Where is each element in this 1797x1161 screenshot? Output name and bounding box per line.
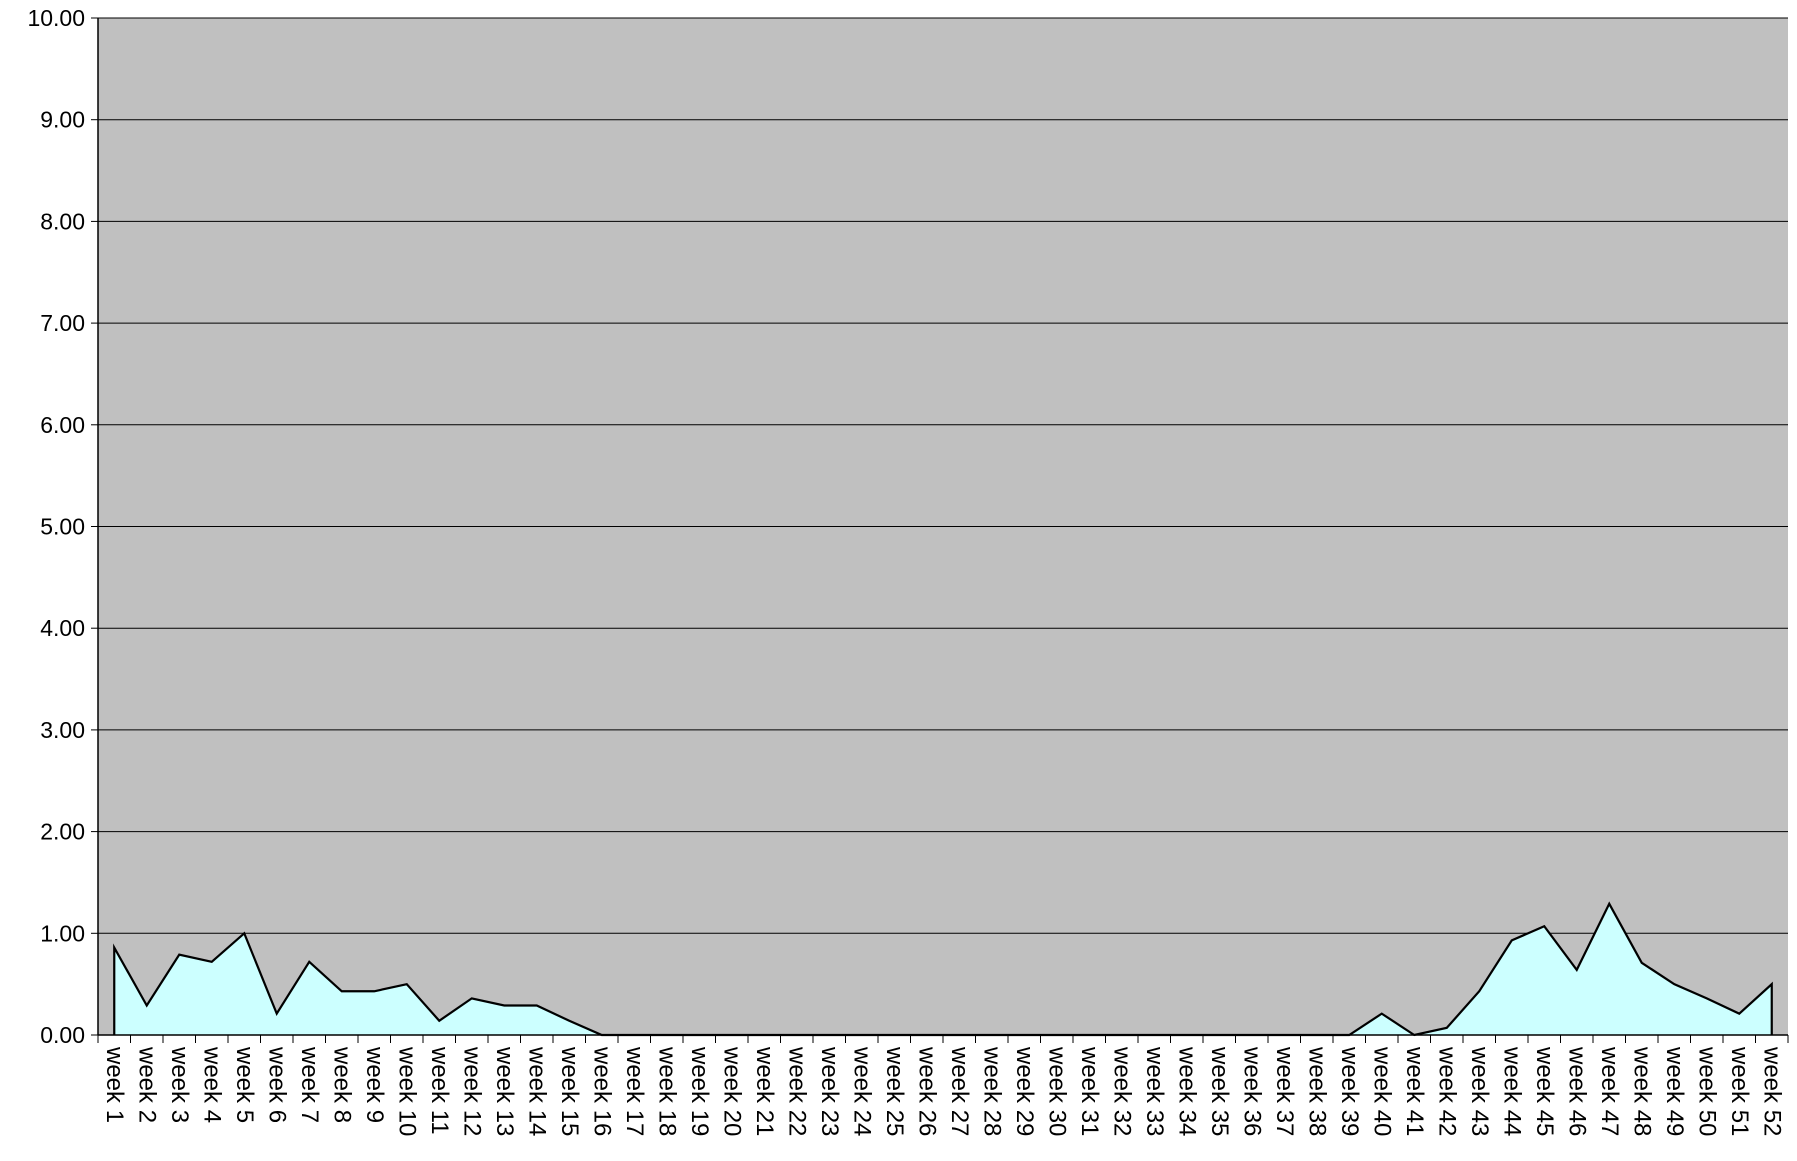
x-tick-label: week 10: [393, 1046, 420, 1136]
x-tick-label: week 32: [1108, 1046, 1135, 1136]
y-tick-label: 2.00: [40, 819, 85, 845]
x-tick-label: week 40: [1368, 1046, 1395, 1136]
y-tick-label: 6.00: [40, 412, 85, 438]
x-tick-label: week 34: [1173, 1046, 1200, 1136]
x-tick-label: week 1: [101, 1046, 128, 1123]
x-tick-label: week 17: [621, 1046, 648, 1136]
x-tick-label: week 7: [296, 1046, 323, 1123]
x-tick-label: week 29: [1011, 1046, 1038, 1136]
x-tick-label: week 48: [1628, 1046, 1655, 1136]
x-tick-label: week 5: [231, 1046, 258, 1123]
x-tick-label: week 33: [1141, 1046, 1168, 1136]
x-tick-label: week 21: [751, 1046, 778, 1136]
y-tick-label: 4.00: [40, 615, 85, 641]
x-tick-label: week 44: [1498, 1046, 1525, 1136]
gridlines: [98, 17, 1788, 934]
y-tick-label: 3.00: [40, 717, 85, 743]
x-tick-label: week 26: [913, 1046, 940, 1136]
x-tick-label: week 49: [1661, 1046, 1688, 1136]
x-tick-label: week 27: [946, 1046, 973, 1136]
x-tick-label: week 46: [1563, 1046, 1590, 1136]
y-tick-label: 10.00: [27, 5, 85, 31]
x-tick-label: week 36: [1238, 1046, 1265, 1136]
x-tick-label: week 51: [1726, 1046, 1753, 1136]
x-tick-label: week 47: [1596, 1046, 1623, 1136]
x-tick-label: week 28: [978, 1046, 1005, 1136]
y-tick-label: 0.00: [40, 1022, 85, 1048]
y-tick-label: 1.00: [40, 920, 85, 946]
y-axis-tick-labels: 0.00 1.00 2.00 3.00 4.00 5.00 6.00 7.00 8.00 9.00…: [27, 5, 98, 1048]
x-tick-label: week 18: [653, 1046, 680, 1136]
x-tick-label: week 23: [816, 1046, 843, 1136]
x-tick-label: week 2: [133, 1046, 160, 1123]
area-fill: [114, 903, 1772, 1035]
x-tick-label: week 3: [166, 1046, 193, 1123]
x-tick-label: week 30: [1043, 1046, 1070, 1136]
y-tick-label: 5.00: [40, 514, 85, 540]
x-tick-label: week 15: [556, 1046, 583, 1136]
y-tick-label: 9.00: [40, 107, 85, 133]
x-tick-label: week 35: [1206, 1046, 1233, 1136]
x-tick-label: week 11: [426, 1046, 453, 1135]
x-tick-label: week 42: [1433, 1046, 1460, 1136]
x-tick-label: week 8: [328, 1046, 355, 1123]
x-tick-label: week 14: [523, 1046, 550, 1136]
x-tick-label: week 13: [491, 1046, 518, 1136]
x-tick-label: week 52: [1758, 1046, 1785, 1136]
x-tick-label: week 41: [1401, 1046, 1428, 1136]
y-tick-label: 8.00: [40, 208, 85, 234]
x-tick-label: week 38: [1303, 1046, 1330, 1136]
x-tick-label: week 39: [1336, 1046, 1363, 1136]
x-tick-label: week 19: [686, 1046, 713, 1136]
x-tick-label: week 24: [848, 1046, 875, 1136]
x-tick-label: week 50: [1693, 1046, 1720, 1136]
x-tick-label: week 22: [783, 1046, 810, 1136]
x-tick-label: week 4: [198, 1046, 225, 1123]
x-tick-label: week 9: [361, 1046, 388, 1123]
x-tick-label: week 20: [718, 1046, 745, 1136]
x-tick-label: week 25: [881, 1046, 908, 1136]
x-tick-label: week 31: [1076, 1046, 1103, 1136]
x-axis-tick-labels: week 1 week 2 week 3 week 4 week 5 week 6 week…: [97, 1035, 1789, 1136]
x-tick-label: week 43: [1466, 1046, 1493, 1136]
x-tick-label: week 6: [263, 1046, 290, 1123]
y-tick-label: 7.00: [40, 310, 85, 336]
x-tick-label: week 37: [1271, 1046, 1298, 1136]
x-tick-label: week 45: [1531, 1046, 1558, 1136]
x-tick-label: week 16: [588, 1046, 615, 1136]
x-tick-label: week 12: [458, 1046, 485, 1136]
